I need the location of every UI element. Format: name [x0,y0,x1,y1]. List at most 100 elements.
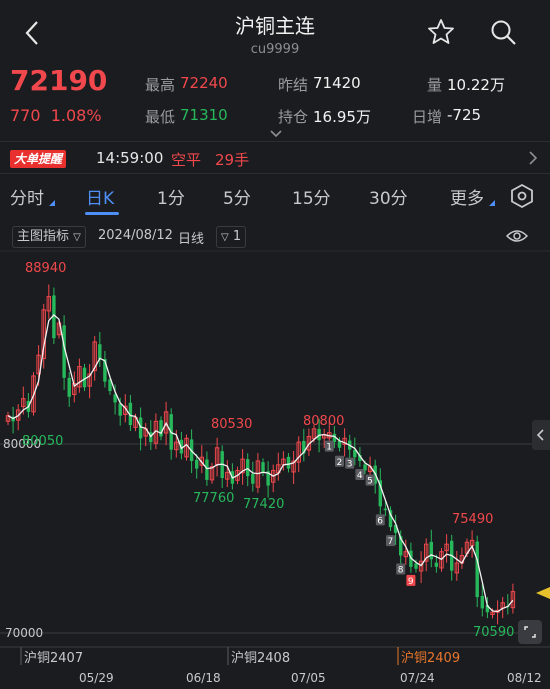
signal-marker [345,457,355,469]
settings-hexagon-icon[interactable] [508,182,536,210]
signal-marker [375,514,385,526]
signal-label: 8 [398,566,404,576]
signal-marker [355,469,365,481]
candle [205,459,209,480]
candle [454,562,460,574]
candle [302,440,306,454]
candle [113,394,117,403]
ma-line [7,313,514,613]
divider [0,173,550,174]
signal-marker [406,574,416,586]
candle [271,469,276,483]
price-change: 770 1.08% [10,106,102,125]
annotation-low: 77420 [243,497,284,512]
divider [0,141,550,142]
annotation-high: 80530 [211,417,252,432]
signal-marker [396,563,406,575]
candle [240,458,245,474]
candle [52,295,56,339]
candle [296,441,301,463]
contract-code: cu9999 [250,42,300,57]
signal-marker [365,474,375,486]
tab-intraday[interactable]: 分时 [10,189,44,209]
y-tick-label: 70000 [5,626,43,640]
candle [383,508,388,511]
tab-5min[interactable]: 5分 [223,189,251,209]
candle [138,417,143,439]
side-panel-toggle[interactable] [532,420,550,450]
candle [103,358,107,382]
open-interest-label: 持仓 [278,108,309,126]
candle [261,462,265,473]
signal-marker [324,440,334,452]
candle [235,469,240,481]
candle [246,459,250,477]
alert-type: 空平 [171,151,202,169]
star-icon[interactable] [426,17,456,47]
candle [353,449,357,458]
candle [332,433,337,443]
low-label: 最低 [145,108,176,126]
candle [388,510,393,528]
candle [291,460,296,473]
candle [266,471,270,486]
main-indicator-button[interactable]: 主图指标 ▽ [12,226,86,248]
candle [174,441,179,451]
candle [163,411,169,434]
reset-zoom-button[interactable] [518,620,542,644]
candle [490,611,495,615]
big-order-badge: 大单提醒 [10,150,67,168]
signal-label: 2 [337,458,343,468]
open-interest-value: 16.95万 [313,108,371,126]
candle [67,377,71,397]
x-tick-label: 05/29 [79,671,114,685]
search-icon[interactable] [488,17,518,47]
candle [118,403,122,416]
signal-label: 3 [347,460,353,470]
candle [403,551,409,558]
signal-label: 1 [326,443,332,453]
annotation-low: 80050 [22,434,63,449]
tab-15min[interactable]: 15分 [292,189,331,209]
alert-volume: 29手 [215,151,250,169]
signal-label: 6 [377,516,383,526]
dropdown-triangle-icon [489,200,495,206]
indicator-period: 日线 [178,232,205,247]
volume-value: 10.22万 [447,76,505,94]
candle [337,440,342,448]
signal-marker [335,455,344,467]
candle [311,428,317,440]
signal-label: 9 [408,577,414,587]
signal-label: 7 [388,537,394,547]
alert-time: 14:59:00 [96,149,164,167]
indicator-date: 2024/08/12 [98,228,173,243]
reset-icon [524,626,536,638]
candle [92,341,97,372]
back-arrow-icon[interactable] [18,18,48,48]
signal-label: 5 [367,477,373,487]
ma-setting-button[interactable]: ▽ 1 [216,226,247,248]
candle [98,344,102,359]
tab-daily-k[interactable]: 日K [86,189,115,209]
chevron-right-icon[interactable] [526,150,540,166]
chevron-down-icon[interactable] [268,128,284,140]
tab-more[interactable]: 更多 [450,189,484,209]
candle [429,541,433,560]
last-price-marker [536,587,550,599]
candle [434,562,439,567]
x-tick-label: 08/12 [507,671,542,685]
candle [399,536,403,556]
candle [378,480,382,507]
candle [480,595,484,609]
daily-inc-label: 日增 [412,108,443,126]
candle [16,409,21,421]
tab-30min[interactable]: 30分 [369,189,408,209]
eye-icon[interactable] [506,227,528,245]
candle [41,309,46,360]
candle [46,296,51,312]
candle [424,543,429,562]
candle [77,366,82,388]
candle [393,524,398,533]
tab-1min[interactable]: 1分 [157,189,185,209]
